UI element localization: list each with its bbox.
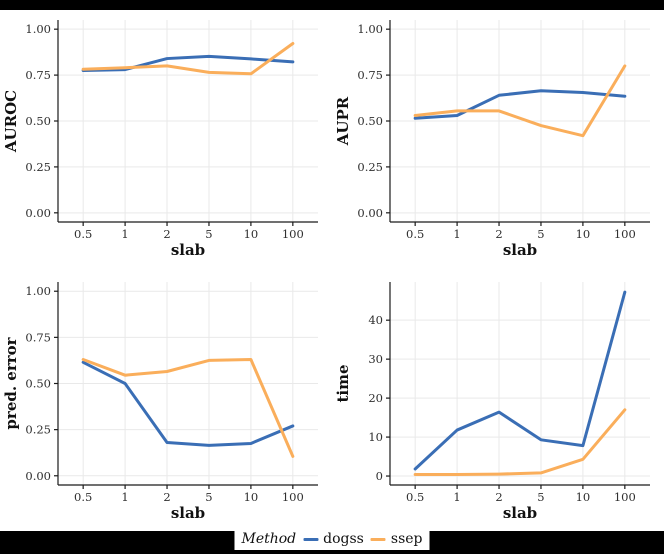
axes bbox=[386, 282, 650, 489]
legend-label-ssep: ssep bbox=[390, 531, 423, 547]
svg-text:5: 5 bbox=[537, 227, 544, 241]
tick-labels: 0.00 0.25 0.50 0.75 1.00 0.5 1 2 5 10 100 bbox=[25, 284, 303, 504]
svg-text:1: 1 bbox=[121, 490, 128, 504]
svg-text:40: 40 bbox=[368, 313, 383, 327]
x-axis-title: slab bbox=[503, 504, 537, 522]
chart-panel-aupr: 0.00 0.25 0.50 0.75 1.00 0.5 1 2 5 10 100 slab AUPR bbox=[332, 10, 664, 260]
svg-text:1.00: 1.00 bbox=[357, 22, 383, 36]
svg-text:100: 100 bbox=[282, 227, 304, 241]
axes bbox=[54, 282, 318, 489]
svg-text:100: 100 bbox=[614, 227, 636, 241]
gridlines bbox=[390, 20, 650, 222]
series-line-ssep bbox=[81, 42, 295, 76]
chart-svg-pred-error: 0.00 0.25 0.50 0.75 1.00 0.5 1 2 5 10 100 slab pred.… bbox=[2, 282, 318, 522]
svg-text:0.25: 0.25 bbox=[25, 160, 51, 174]
ssep-line-key-icon bbox=[370, 537, 386, 541]
svg-text:10: 10 bbox=[244, 227, 259, 241]
y-axis-title: pred. error bbox=[2, 336, 20, 429]
svg-text:0.00: 0.00 bbox=[25, 469, 51, 483]
svg-text:0.75: 0.75 bbox=[25, 68, 51, 82]
svg-text:5: 5 bbox=[205, 227, 212, 241]
svg-text:0.5: 0.5 bbox=[74, 227, 92, 241]
svg-text:10: 10 bbox=[244, 490, 259, 504]
svg-text:0.75: 0.75 bbox=[357, 68, 383, 82]
tick-labels: 0 10 20 30 40 0.5 1 2 5 10 100 bbox=[368, 313, 635, 504]
svg-text:0.25: 0.25 bbox=[357, 160, 383, 174]
svg-text:10: 10 bbox=[368, 430, 383, 444]
svg-text:10: 10 bbox=[576, 227, 591, 241]
legend-item-ssep: ssep bbox=[370, 530, 423, 548]
svg-text:100: 100 bbox=[614, 490, 636, 504]
svg-text:1.00: 1.00 bbox=[25, 284, 51, 298]
svg-text:1: 1 bbox=[453, 490, 460, 504]
svg-text:0.00: 0.00 bbox=[25, 206, 51, 220]
gridlines bbox=[58, 20, 318, 222]
svg-text:2: 2 bbox=[495, 227, 502, 241]
legend-title: Method bbox=[241, 531, 297, 547]
svg-text:0.75: 0.75 bbox=[25, 330, 51, 344]
legend: Method dogss ssep bbox=[234, 529, 430, 550]
svg-text:2: 2 bbox=[495, 490, 502, 504]
svg-text:0: 0 bbox=[376, 469, 383, 483]
chart-panel-pred-error: 0.00 0.25 0.50 0.75 1.00 0.5 1 2 5 10 100 slab pred.… bbox=[0, 260, 332, 531]
svg-text:0.25: 0.25 bbox=[25, 423, 51, 437]
dogss-line-key-icon bbox=[303, 537, 319, 541]
chart-svg-AUPR: 0.00 0.25 0.50 0.75 1.00 0.5 1 2 5 10 100 slab AUPR bbox=[334, 20, 650, 259]
series-line-ssep bbox=[413, 64, 627, 138]
x-axis-title: slab bbox=[503, 241, 537, 259]
svg-text:1: 1 bbox=[121, 227, 128, 241]
plots-grid: 0.00 0.25 0.50 0.75 1.00 0.5 1 2 5 10 100 slab AUROC… bbox=[0, 10, 664, 531]
legend-label-dogss: dogss bbox=[323, 531, 364, 547]
chart-panel-auroc: 0.00 0.25 0.50 0.75 1.00 0.5 1 2 5 10 100 slab AUROC bbox=[0, 10, 332, 260]
series-line-dogss bbox=[413, 89, 627, 120]
y-axis-title: time bbox=[334, 364, 352, 402]
axes bbox=[386, 20, 650, 226]
svg-text:20: 20 bbox=[368, 391, 383, 405]
tick-labels: 0.00 0.25 0.50 0.75 1.00 0.5 1 2 5 10 100 bbox=[357, 22, 635, 241]
series-line-ssep bbox=[413, 408, 627, 476]
svg-text:5: 5 bbox=[537, 490, 544, 504]
chart-panel-time: 0 10 20 30 40 0.5 1 2 5 10 100 slab time bbox=[332, 260, 664, 531]
svg-text:0.00: 0.00 bbox=[357, 206, 383, 220]
svg-text:0.50: 0.50 bbox=[357, 114, 383, 128]
tick-labels: 0.00 0.25 0.50 0.75 1.00 0.5 1 2 5 10 100 bbox=[25, 22, 303, 241]
svg-text:1: 1 bbox=[453, 227, 460, 241]
svg-text:30: 30 bbox=[368, 352, 383, 366]
y-axis-title: AUROC bbox=[2, 90, 20, 153]
x-axis-title: slab bbox=[171, 241, 205, 259]
svg-text:10: 10 bbox=[576, 490, 591, 504]
gridlines bbox=[58, 282, 318, 485]
chart-svg-AUROC: 0.00 0.25 0.50 0.75 1.00 0.5 1 2 5 10 100 slab AUROC bbox=[2, 20, 318, 259]
svg-text:2: 2 bbox=[163, 490, 170, 504]
series-line-dogss bbox=[81, 54, 295, 72]
legend-item-dogss: dogss bbox=[303, 530, 364, 548]
series-line-ssep bbox=[81, 358, 295, 458]
svg-text:0.5: 0.5 bbox=[406, 490, 424, 504]
svg-text:5: 5 bbox=[205, 490, 212, 504]
svg-text:1.00: 1.00 bbox=[25, 22, 51, 36]
top-black-bar bbox=[0, 0, 664, 10]
svg-text:0.5: 0.5 bbox=[74, 490, 92, 504]
x-axis-title: slab bbox=[171, 504, 205, 522]
series-line-dogss bbox=[413, 290, 627, 471]
svg-text:2: 2 bbox=[163, 227, 170, 241]
svg-text:0.5: 0.5 bbox=[406, 227, 424, 241]
svg-text:0.50: 0.50 bbox=[25, 377, 51, 391]
series-line-dogss bbox=[81, 360, 295, 447]
chart-svg-time: 0 10 20 30 40 0.5 1 2 5 10 100 slab time bbox=[334, 282, 650, 522]
axes bbox=[54, 20, 318, 226]
y-axis-title: AUPR bbox=[334, 96, 352, 146]
svg-text:0.50: 0.50 bbox=[25, 114, 51, 128]
svg-text:100: 100 bbox=[282, 490, 304, 504]
